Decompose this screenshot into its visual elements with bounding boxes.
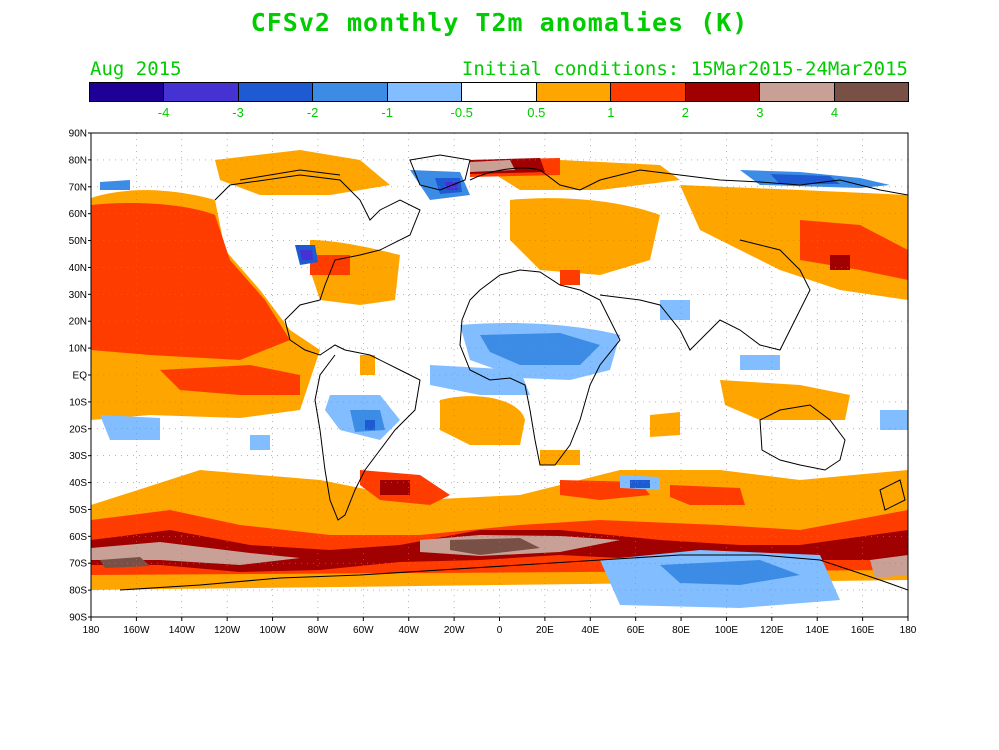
scale-swatch	[164, 83, 239, 101]
scale-label: 3	[756, 105, 764, 120]
scale-label: 4	[830, 105, 839, 120]
lon-label: 40W	[398, 625, 419, 636]
lon-label: 140E	[806, 625, 830, 636]
lon-label: 160E	[851, 625, 875, 636]
scale-swatch	[536, 83, 612, 101]
lon-label: 140W	[169, 625, 196, 636]
lat-label: 40N	[69, 263, 87, 274]
lon-label: 40E	[581, 625, 599, 636]
lat-label: 90N	[69, 129, 87, 140]
lon-label: 160W	[123, 625, 150, 636]
scale-swatch	[313, 83, 388, 101]
lat-label: 70S	[69, 559, 87, 570]
lon-label: 20E	[536, 625, 554, 636]
scale-label: -1	[381, 105, 393, 120]
scale-swatch	[238, 83, 314, 101]
lon-label: 180	[900, 625, 917, 636]
lat-label: 50S	[69, 505, 87, 516]
lat-lon-grid	[91, 133, 908, 617]
lat-label: 60S	[69, 532, 87, 543]
lat-label: 10N	[69, 344, 87, 355]
scale-label: -4	[157, 105, 170, 120]
lat-label: 80S	[69, 586, 87, 597]
lat-label: 50N	[69, 236, 87, 247]
lat-label: EQ	[73, 371, 88, 382]
scale-swatch	[834, 83, 908, 101]
lat-label: 60N	[69, 209, 87, 220]
map-title: CFSv2 monthly T2m anomalies (K)	[250, 8, 749, 37]
scale-swatch	[387, 83, 463, 101]
coastlines	[119, 154, 908, 591]
lon-label: 0	[497, 625, 503, 636]
lon-label: 120E	[760, 625, 784, 636]
lon-label: 100W	[259, 625, 286, 636]
scale-swatch	[90, 83, 165, 101]
scale-label: -2	[306, 105, 319, 120]
lat-label: 10S	[69, 397, 87, 408]
color-scale-labels: -4 -3 -2 -1 -0.5 0.5 1 2 3 4	[89, 105, 909, 121]
lon-label: 80W	[308, 625, 329, 636]
scale-label: 2	[681, 105, 689, 120]
scale-swatch	[685, 83, 761, 101]
scale-label: 0.5	[527, 105, 546, 120]
lon-label: 120W	[214, 625, 241, 636]
lon-label: 80E	[672, 625, 690, 636]
lat-label: 30N	[69, 290, 87, 301]
longitude-labels: 180 160W 140W 120W 100W 80W 60W 40W 20W 0 20E 40E 60…	[83, 617, 917, 636]
anomaly-fields	[91, 150, 908, 608]
latitude-labels: 90N 80N 70N 60N 50N 40N 30N 20N 10N EQ 10S 20S 30S 40…	[69, 129, 91, 624]
forecast-month: Aug 2015	[90, 58, 182, 80]
lat-label: 20N	[69, 317, 87, 328]
scale-label: -3	[232, 105, 244, 120]
lon-label: 20W	[444, 625, 465, 636]
scale-label: 1	[607, 105, 615, 120]
lat-label: 20S	[69, 424, 87, 435]
scale-swatch	[760, 83, 835, 101]
lat-label: 40S	[69, 478, 87, 489]
lon-label: 60E	[627, 625, 645, 636]
lon-label: 180	[83, 625, 100, 636]
lat-label: 30S	[69, 451, 87, 462]
lon-label: 100E	[715, 625, 739, 636]
scale-label: -0.5	[450, 105, 473, 120]
lon-label: 60W	[353, 625, 374, 636]
scale-swatch	[611, 83, 686, 101]
lat-label: 80N	[69, 155, 87, 166]
lat-label: 70N	[69, 182, 87, 193]
scale-swatch	[462, 83, 537, 101]
color-scale-bar	[89, 82, 909, 102]
lat-label: 90S	[69, 613, 87, 624]
initial-conditions: Initial conditions: 15Mar2015-24Mar2015	[461, 58, 908, 80]
